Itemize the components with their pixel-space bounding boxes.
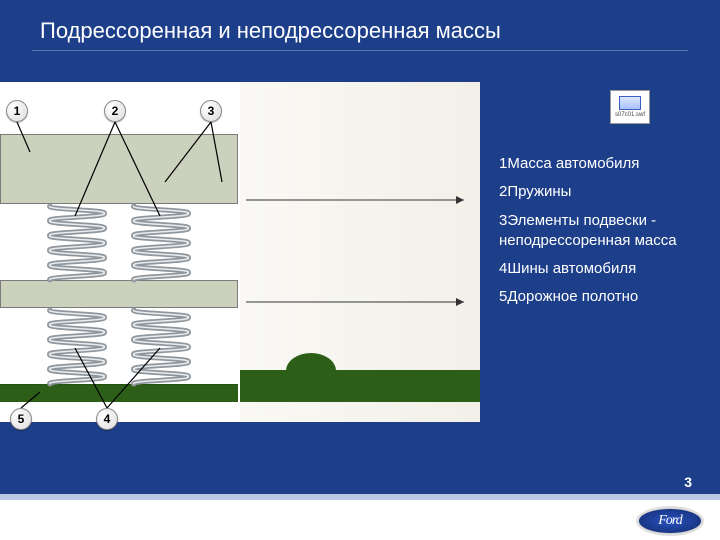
sprung-mass-block	[0, 134, 238, 204]
legend-item: 1Масса автомобиля	[499, 154, 704, 174]
diagram-panel: 12354	[0, 82, 480, 422]
diagram-svg	[0, 82, 240, 422]
title-divider	[32, 50, 688, 51]
legend-item: 5Дорожное полотно	[499, 287, 704, 307]
callout-5: 5	[10, 408, 32, 430]
embedded-object-icon[interactable]: s07c01.swf	[610, 90, 650, 124]
footer-bar: Ford	[0, 500, 720, 540]
legend: 1Масса автомобиля 2Пружины 3Элементы под…	[499, 154, 704, 316]
page-number: 3	[684, 474, 692, 490]
embedded-object-caption: s07c01.swf	[615, 112, 645, 118]
legend-item: 3Элементы подвески - неподрессоренная ма…	[499, 211, 704, 252]
road-surface	[240, 370, 480, 402]
callout-4: 4	[96, 408, 118, 430]
diagram-left: 12354	[0, 82, 240, 422]
callout-3: 3	[200, 100, 222, 122]
diagram-right	[240, 82, 480, 422]
page-title: Подрессоренная и неподрессоренная массы	[0, 0, 720, 50]
callout-1: 1	[6, 100, 28, 122]
road-bump	[286, 353, 336, 371]
ford-logo: Ford	[638, 508, 702, 534]
unsprung-mass-block	[0, 280, 238, 308]
callout-2: 2	[104, 100, 126, 122]
legend-item: 4Шины автомобиля	[499, 259, 704, 279]
content-area: s07c01.swf 1 2 3 5 4 1Масса автомобиля 2Пруж…	[0, 70, 720, 470]
tire-road-block	[0, 384, 238, 402]
legend-item: 2Пружины	[499, 182, 704, 202]
